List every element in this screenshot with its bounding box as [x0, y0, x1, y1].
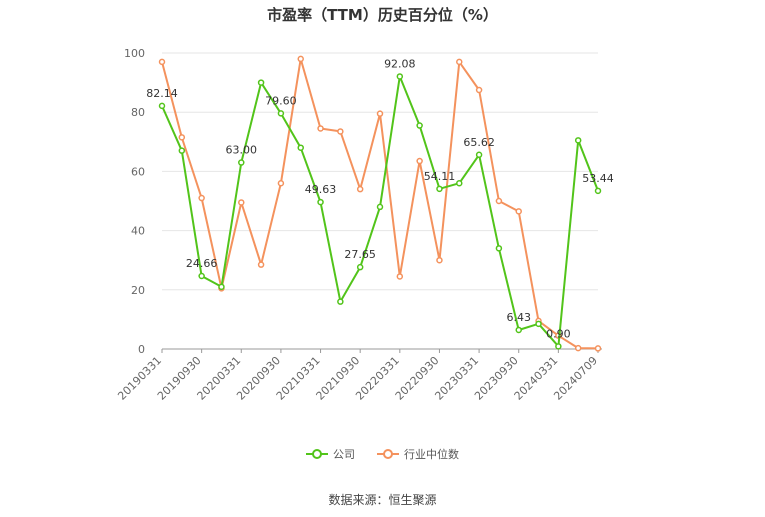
data-point-company-19 [535, 320, 542, 328]
data-point-industry-median-17 [495, 197, 503, 205]
data-point-industry-median-18 [515, 208, 522, 215]
data-point-industry-median-16 [475, 86, 483, 94]
data-label-layer: 82.14 24.66 63.00 79.60 49.63 27.65 92.08 54.11… [146, 57, 614, 340]
legend-item-industry-median[interactable]: 行业中位数 [377, 446, 459, 462]
legend-label-company: 公司 [333, 448, 355, 461]
series-layer [158, 55, 602, 352]
data-label-company-8: 49.63 [305, 183, 337, 196]
data-label-company-6: 79.60 [265, 94, 297, 107]
data-point-company-8 [317, 198, 324, 206]
data-label-company-20: 0.90 [546, 327, 571, 340]
data-point-industry-median-15 [456, 58, 463, 66]
y-tick-label-20: 20 [131, 284, 145, 297]
data-point-industry-median-22 [594, 345, 602, 352]
data-point-industry-median-13 [416, 157, 423, 165]
x-tick-label-20240709: 20240709 [551, 354, 600, 403]
data-point-industry-median-6 [277, 179, 285, 187]
data-point-industry-median-5 [257, 261, 265, 268]
data-point-industry-median-8 [317, 125, 324, 132]
data-label-company-12: 92.08 [384, 57, 416, 70]
data-point-company-16 [475, 151, 483, 159]
data-point-industry-median-10 [356, 185, 364, 193]
data-label-company-14: 54.11 [424, 170, 456, 183]
data-point-company-21 [574, 137, 582, 144]
data-label-company-4: 63.00 [226, 144, 258, 157]
data-point-company-14 [436, 185, 443, 193]
data-point-company-15 [456, 179, 463, 187]
data-label-company-22: 53.44 [582, 172, 614, 185]
legend: 公司 行业中位数 [0, 446, 765, 462]
chart-title: 市盈率（TTM）历史百分位（%） [267, 6, 498, 24]
data-point-company-10 [356, 263, 364, 271]
y-tick-label-100: 100 [124, 47, 145, 60]
data-point-company-11 [376, 203, 384, 211]
data-label-company-18: 6.43 [506, 311, 531, 324]
data-point-company-2 [198, 272, 205, 280]
data-point-company-7 [297, 144, 304, 151]
data-point-industry-median-9 [337, 128, 344, 135]
legend-marker-company [306, 449, 328, 459]
data-point-company-13 [416, 122, 423, 129]
y-tick-label-0: 0 [138, 343, 145, 356]
data-point-industry-median-4 [238, 199, 245, 206]
data-point-company-0 [158, 102, 166, 110]
data-point-company-5 [257, 79, 265, 86]
data-point-company-6 [277, 110, 285, 117]
legend-marker-industry-median [377, 449, 399, 459]
source-note: 数据来源：恒生聚源 [328, 493, 437, 507]
data-point-company-17 [495, 245, 503, 252]
data-point-company-4 [238, 159, 245, 166]
y-tick-label-60: 60 [131, 165, 145, 178]
data-point-company-12 [396, 73, 404, 80]
data-label-company-0: 82.14 [146, 87, 178, 100]
data-point-company-20 [555, 343, 562, 350]
data-point-company-1 [178, 147, 186, 154]
axis-layer: 0204060801002019033120190930202003312020… [115, 47, 602, 403]
data-point-industry-median-11 [376, 110, 384, 117]
data-point-company-3 [218, 283, 225, 291]
data-point-industry-median-14 [436, 256, 443, 264]
legend-label-industry-median: 行业中位数 [404, 448, 459, 461]
data-point-company-9 [337, 298, 344, 305]
data-label-company-2: 24.66 [186, 257, 218, 270]
data-point-industry-median-2 [198, 194, 205, 202]
legend-item-company[interactable]: 公司 [306, 446, 355, 462]
y-tick-label-80: 80 [131, 106, 145, 119]
data-label-company-16: 65.62 [463, 136, 495, 149]
data-point-industry-median-0 [158, 58, 166, 66]
data-point-industry-median-12 [396, 273, 404, 280]
data-point-industry-median-1 [178, 134, 186, 141]
data-point-company-18 [515, 326, 522, 334]
data-point-company-22 [594, 187, 602, 195]
data-point-industry-median-21 [574, 344, 582, 352]
data-point-industry-median-7 [297, 55, 304, 63]
data-label-company-10: 27.65 [344, 248, 376, 261]
y-tick-label-40: 40 [131, 225, 145, 238]
